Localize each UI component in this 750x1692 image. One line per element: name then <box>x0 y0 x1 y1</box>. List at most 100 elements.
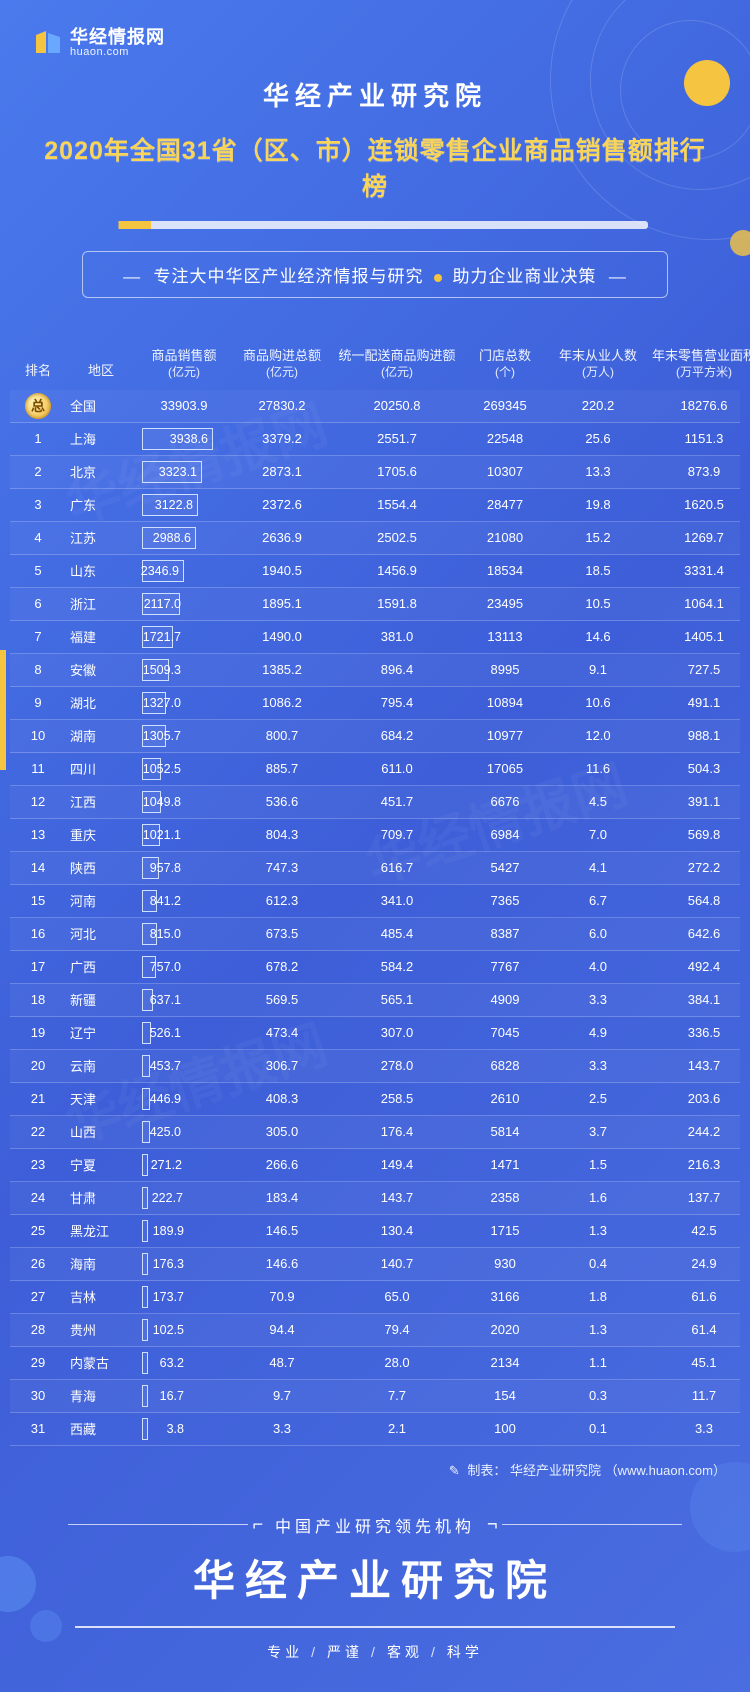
pen-icon: ✎ <box>449 1463 460 1479</box>
sales-cell: 1721.7 <box>136 626 232 648</box>
sales-value: 841.2 <box>150 894 181 908</box>
table-row: 21天津446.9408.3258.526102.5203.6 <box>10 1083 740 1116</box>
sales-value: 222.7 <box>152 1191 183 1205</box>
sales-cell: 33903.9 <box>136 398 232 413</box>
table-row: 12江西1049.8536.6451.766764.5391.1 <box>10 786 740 819</box>
rank-cell: 16 <box>10 926 66 941</box>
sales-bar: 425.0 <box>142 1121 150 1143</box>
region-cell: 吉林 <box>66 1287 136 1306</box>
region-cell: 黑龙江 <box>66 1221 136 1240</box>
area-cell: 1064.1 <box>648 596 750 611</box>
stores-cell: 8995 <box>462 662 548 677</box>
sales-bar: 1509.3 <box>142 659 169 681</box>
sales-bar: 1327.0 <box>142 692 166 714</box>
area-cell: 143.7 <box>648 1058 750 1073</box>
purchase-cell: 3379.2 <box>232 431 332 446</box>
sales-value: 1049.8 <box>143 795 181 809</box>
purchase-cell: 306.7 <box>232 1058 332 1073</box>
sales-value: 2346.9 <box>141 564 179 578</box>
column-header: 年末从业人数(万人) <box>548 348 648 379</box>
infographic-page: 华经情报网 华经情报网 华经情报网 华经情报网 huaon.com 华经产业研究… <box>0 0 750 1692</box>
footer-value: 客观 <box>387 1644 423 1660</box>
purchase-cell: 2636.9 <box>232 530 332 545</box>
sales-value: 453.7 <box>150 1059 181 1073</box>
unified-cell: 584.2 <box>332 959 462 974</box>
area-cell: 492.4 <box>648 959 750 974</box>
footer-values: 专业/严谨/客观/科学 <box>0 1642 750 1662</box>
sales-cell: 102.5 <box>136 1319 232 1341</box>
sales-value: 176.3 <box>153 1257 184 1271</box>
unified-cell: 176.4 <box>332 1124 462 1139</box>
sales-cell: 3.8 <box>136 1418 232 1440</box>
table-row: 25黑龙江189.9146.5130.417151.342.5 <box>10 1215 740 1248</box>
rank-cell: 19 <box>10 1025 66 1040</box>
sales-cell: 1305.7 <box>136 725 232 747</box>
sales-bar: 3122.8 <box>142 494 198 516</box>
sales-bar: 102.5 <box>142 1319 148 1341</box>
staff-cell: 1.3 <box>548 1223 648 1238</box>
sales-cell: 3122.8 <box>136 494 232 516</box>
footer-name: 华经产业研究院 <box>0 1547 750 1608</box>
ranking-table: 排名地区商品销售额(亿元)商品购进总额(亿元)统一配送商品购进额(亿元)门店总数… <box>10 342 740 1445</box>
stores-cell: 13113 <box>462 629 548 644</box>
stores-cell: 17065 <box>462 761 548 776</box>
region-cell: 四川 <box>66 759 136 778</box>
stores-cell: 1471 <box>462 1157 548 1172</box>
table-row: 5山东2346.91940.51456.91853418.53331.4 <box>10 555 740 588</box>
stores-cell: 5814 <box>462 1124 548 1139</box>
sales-bar: 1052.5 <box>142 758 161 780</box>
footer-value: 专业 <box>267 1644 303 1660</box>
unified-cell: 2502.5 <box>332 530 462 545</box>
purchase-cell: 1385.2 <box>232 662 332 677</box>
table-row: 19辽宁526.1473.4307.070454.9336.5 <box>10 1017 740 1050</box>
footer-value: 严谨 <box>327 1644 363 1660</box>
table-row: 2北京3323.12873.11705.61030713.3873.9 <box>10 456 740 489</box>
tagline-left: 专注大中华区产业经济情报与研究 <box>154 267 424 286</box>
sales-value: 1327.0 <box>143 696 181 710</box>
unified-cell: 79.4 <box>332 1322 462 1337</box>
sales-bar: 2988.6 <box>142 527 196 549</box>
rank-cell: 4 <box>10 530 66 545</box>
purchase-cell: 3.3 <box>232 1421 332 1436</box>
region-cell: 全国 <box>66 396 136 415</box>
purchase-cell: 747.3 <box>232 860 332 875</box>
sales-value: 815.0 <box>150 927 181 941</box>
staff-cell: 6.0 <box>548 926 648 941</box>
table-row: 14陕西957.8747.3616.754274.1272.2 <box>10 852 740 885</box>
staff-cell: 3.3 <box>548 992 648 1007</box>
area-cell: 244.2 <box>648 1124 750 1139</box>
region-cell: 广东 <box>66 495 136 514</box>
region-cell: 海南 <box>66 1254 136 1273</box>
staff-cell: 3.7 <box>548 1124 648 1139</box>
region-cell: 陕西 <box>66 858 136 877</box>
area-cell: 216.3 <box>648 1157 750 1172</box>
region-cell: 江西 <box>66 792 136 811</box>
sales-bar: 1305.7 <box>142 725 166 747</box>
brand: 华经情报网 huaon.com <box>34 28 716 58</box>
area-cell: 137.7 <box>648 1190 750 1205</box>
purchase-cell: 146.5 <box>232 1223 332 1238</box>
staff-cell: 4.5 <box>548 794 648 809</box>
stores-cell: 7767 <box>462 959 548 974</box>
unified-cell: 149.4 <box>332 1157 462 1172</box>
sales-bar: 526.1 <box>142 1022 151 1044</box>
unified-cell: 1554.4 <box>332 497 462 512</box>
sales-cell: 425.0 <box>136 1121 232 1143</box>
stores-cell: 8387 <box>462 926 548 941</box>
table-row: 26海南176.3146.6140.79300.424.9 <box>10 1248 740 1281</box>
area-cell: 24.9 <box>648 1256 750 1271</box>
unified-cell: 130.4 <box>332 1223 462 1238</box>
table-row: 11四川1052.5885.7611.01706511.6504.3 <box>10 753 740 786</box>
sales-bar: 176.3 <box>142 1253 148 1275</box>
purchase-cell: 2372.6 <box>232 497 332 512</box>
unified-cell: 278.0 <box>332 1058 462 1073</box>
rank-cell: 2 <box>10 464 66 479</box>
unified-cell: 307.0 <box>332 1025 462 1040</box>
purchase-cell: 569.5 <box>232 992 332 1007</box>
staff-cell: 0.3 <box>548 1388 648 1403</box>
purchase-cell: 1490.0 <box>232 629 332 644</box>
unified-cell: 2.1 <box>332 1421 462 1436</box>
sales-bar: 446.9 <box>142 1088 150 1110</box>
stores-cell: 10894 <box>462 695 548 710</box>
sales-value: 271.2 <box>151 1158 182 1172</box>
